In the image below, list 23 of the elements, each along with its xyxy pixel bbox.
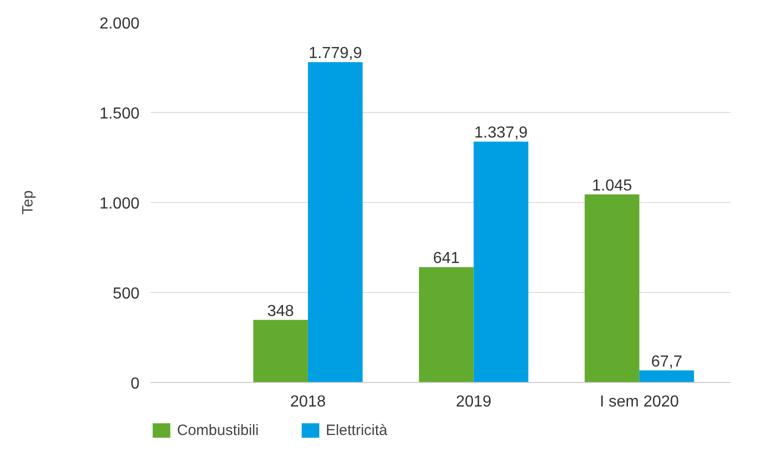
bar <box>474 142 528 382</box>
y-axis-title: Tep <box>19 190 36 215</box>
data-label: 1.337,9 <box>474 124 528 142</box>
data-label: 641 <box>432 250 460 268</box>
bar <box>584 194 640 382</box>
y-tick-label: 2.000 <box>99 16 140 32</box>
data-label: 67,7 <box>651 353 682 370</box>
data-label: 1.779,9 <box>308 45 362 62</box>
x-tick-label: I sem 2020 <box>600 394 680 410</box>
data-label: 348 <box>267 302 294 320</box>
y-tick-label: 1.500 <box>99 106 140 122</box>
x-tick-label: 2019 <box>456 394 492 410</box>
y-tick-label: 0 <box>130 376 140 392</box>
bar <box>639 370 694 382</box>
legend-label: Elettricità <box>326 422 388 438</box>
bar <box>253 320 308 382</box>
y-tick-label: 1.000 <box>99 196 140 212</box>
y-tick-label: 500 <box>112 286 140 302</box>
bar <box>418 267 474 382</box>
bar <box>308 62 363 382</box>
legend-label: Combustibili <box>177 422 259 438</box>
data-label: 1.045 <box>592 177 632 194</box>
x-tick-label: 2018 <box>290 394 326 410</box>
